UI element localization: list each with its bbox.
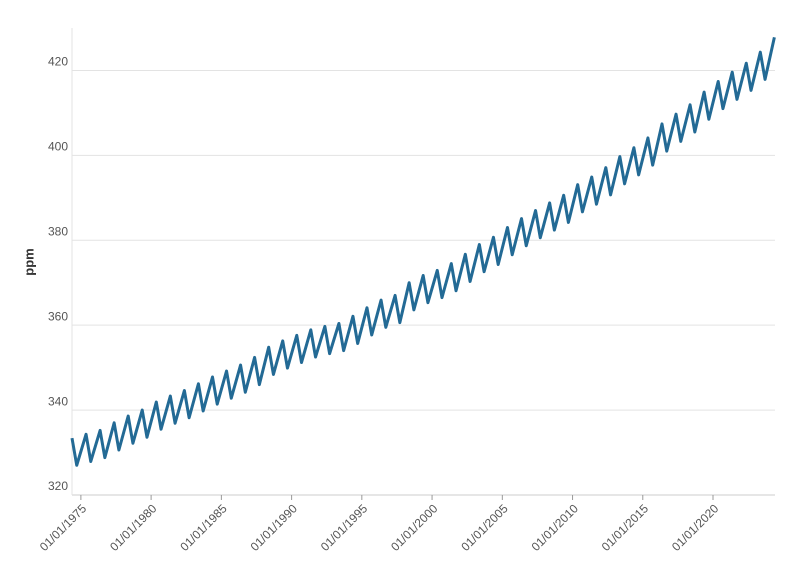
x-tick-label: 01/01/1995: [318, 501, 371, 554]
y-tick-label: 400: [48, 140, 68, 154]
x-tick-label: 01/01/1985: [177, 501, 230, 554]
y-tick-label: 340: [48, 394, 68, 408]
y-tick-label: 420: [48, 55, 68, 69]
y-axis-title: ppm: [21, 248, 36, 275]
x-tick-label: 01/01/1975: [37, 501, 90, 554]
x-tick-label: 01/01/1990: [248, 501, 301, 554]
y-tick-label: 380: [48, 224, 68, 238]
x-tick-label: 01/01/2020: [669, 501, 722, 554]
y-tick-label: 360: [48, 309, 68, 323]
data-line: [70, 37, 776, 467]
x-tick-label: 01/01/2015: [599, 501, 652, 554]
y-tick-label: 320: [48, 479, 68, 493]
x-tick-label: 01/01/2010: [529, 501, 582, 554]
x-tick-label: 01/01/2005: [458, 501, 511, 554]
x-tick-label: 01/01/2000: [388, 501, 441, 554]
x-tick-label: 01/01/1980: [107, 501, 160, 554]
